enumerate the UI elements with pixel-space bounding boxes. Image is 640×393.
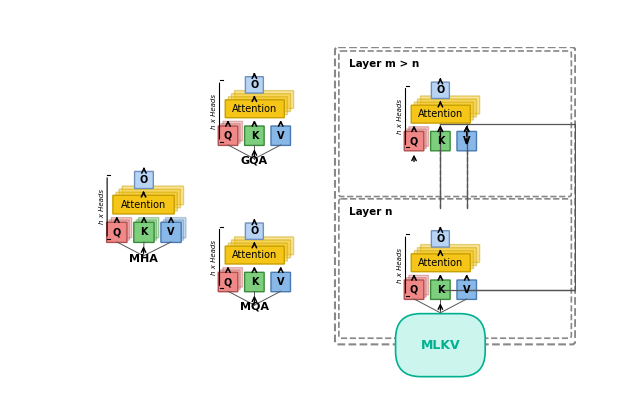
Text: V: V	[463, 285, 470, 295]
Text: V: V	[167, 227, 175, 237]
FancyBboxPatch shape	[221, 270, 240, 289]
Text: h x Heads: h x Heads	[397, 248, 403, 283]
Text: K: K	[251, 131, 258, 141]
FancyBboxPatch shape	[234, 237, 294, 255]
FancyBboxPatch shape	[245, 77, 264, 93]
FancyBboxPatch shape	[138, 218, 159, 238]
FancyBboxPatch shape	[136, 220, 156, 240]
FancyBboxPatch shape	[417, 248, 477, 266]
FancyBboxPatch shape	[417, 99, 477, 117]
FancyBboxPatch shape	[116, 192, 177, 211]
FancyBboxPatch shape	[431, 231, 449, 247]
FancyBboxPatch shape	[431, 82, 449, 98]
FancyBboxPatch shape	[119, 189, 180, 208]
FancyBboxPatch shape	[134, 171, 154, 189]
Text: h x Heads: h x Heads	[211, 240, 217, 275]
FancyBboxPatch shape	[431, 131, 450, 151]
FancyBboxPatch shape	[457, 131, 477, 151]
Text: Layer m > n: Layer m > n	[349, 59, 419, 69]
FancyBboxPatch shape	[404, 131, 424, 151]
FancyBboxPatch shape	[113, 195, 174, 214]
Text: K: K	[436, 285, 444, 295]
FancyBboxPatch shape	[218, 126, 238, 145]
FancyBboxPatch shape	[245, 223, 264, 239]
Text: V: V	[463, 136, 470, 146]
Text: Q: Q	[410, 136, 418, 146]
Text: Q: Q	[113, 227, 121, 237]
Text: K: K	[251, 277, 258, 287]
Text: O: O	[250, 80, 259, 90]
Text: h x Heads: h x Heads	[99, 189, 105, 224]
FancyBboxPatch shape	[218, 272, 238, 292]
FancyBboxPatch shape	[409, 275, 428, 295]
FancyBboxPatch shape	[244, 272, 264, 292]
FancyBboxPatch shape	[109, 220, 129, 240]
Text: O: O	[436, 234, 445, 244]
FancyBboxPatch shape	[406, 278, 426, 297]
FancyBboxPatch shape	[431, 280, 450, 299]
Text: O: O	[436, 85, 445, 95]
Text: K: K	[140, 227, 148, 237]
FancyBboxPatch shape	[134, 222, 154, 242]
FancyBboxPatch shape	[412, 254, 470, 272]
FancyBboxPatch shape	[111, 218, 132, 238]
Text: Attention: Attention	[418, 109, 463, 119]
FancyBboxPatch shape	[414, 251, 474, 268]
Text: O: O	[250, 226, 259, 236]
Text: MHA: MHA	[129, 254, 158, 264]
FancyBboxPatch shape	[271, 126, 291, 145]
Text: V: V	[277, 277, 284, 287]
FancyBboxPatch shape	[406, 129, 426, 149]
Text: Attention: Attention	[121, 200, 166, 209]
FancyBboxPatch shape	[232, 240, 291, 258]
Text: Attention: Attention	[232, 250, 277, 260]
FancyBboxPatch shape	[223, 268, 243, 287]
Text: Q: Q	[410, 285, 418, 295]
FancyBboxPatch shape	[107, 222, 127, 242]
Text: Attention: Attention	[418, 258, 463, 268]
Text: Attention: Attention	[232, 104, 277, 114]
FancyBboxPatch shape	[409, 127, 428, 146]
FancyBboxPatch shape	[234, 91, 294, 108]
FancyBboxPatch shape	[223, 121, 243, 141]
Text: GQA: GQA	[241, 155, 268, 165]
FancyBboxPatch shape	[225, 100, 284, 118]
FancyBboxPatch shape	[161, 222, 181, 242]
FancyBboxPatch shape	[228, 243, 287, 261]
FancyBboxPatch shape	[457, 280, 477, 299]
FancyBboxPatch shape	[420, 244, 479, 263]
Text: MQA: MQA	[240, 302, 269, 312]
Text: MLKV: MLKV	[420, 339, 460, 352]
FancyBboxPatch shape	[412, 105, 470, 123]
FancyBboxPatch shape	[228, 97, 287, 115]
FancyBboxPatch shape	[420, 96, 479, 114]
Text: O: O	[140, 175, 148, 185]
Text: V: V	[277, 131, 284, 141]
FancyBboxPatch shape	[244, 126, 264, 145]
FancyBboxPatch shape	[166, 218, 186, 238]
FancyBboxPatch shape	[271, 272, 291, 292]
FancyBboxPatch shape	[232, 94, 291, 112]
FancyBboxPatch shape	[404, 280, 424, 299]
FancyBboxPatch shape	[225, 246, 284, 264]
Text: h x Heads: h x Heads	[397, 99, 403, 134]
Text: Q: Q	[224, 277, 232, 287]
Text: Q: Q	[224, 131, 232, 141]
FancyBboxPatch shape	[163, 220, 184, 240]
Text: Layer n: Layer n	[349, 207, 392, 217]
FancyBboxPatch shape	[122, 186, 184, 205]
Text: K: K	[436, 136, 444, 146]
FancyBboxPatch shape	[221, 124, 240, 143]
Text: h x Heads: h x Heads	[211, 94, 217, 129]
FancyBboxPatch shape	[414, 102, 474, 120]
